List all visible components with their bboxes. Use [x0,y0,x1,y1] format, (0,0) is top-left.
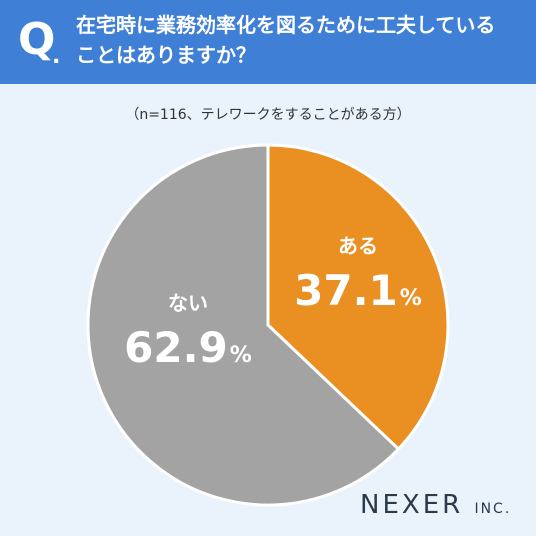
question-line-1: 在宅時に業務効率化を図るために工夫している [76,13,496,37]
sample-note: （n=116、テレワークをすることがある方） [125,107,411,123]
slice-value-yes-unit: % [400,286,422,311]
slice-value-no-number: 62.9 [124,323,228,372]
brand-suffix: INC. [474,501,512,517]
slice-label-yes: ある [338,234,378,258]
pie-slice-no [86,143,401,507]
q-mark: Q [18,14,56,65]
q-dot: . [52,44,61,69]
question-text: 在宅時に業務効率化を図るために工夫している ことはありますか？ [76,10,526,70]
question-line-2: ことはありますか？ [76,43,256,67]
slice-value-no-unit: % [230,343,252,368]
slice-value-yes-number: 37.1 [294,266,398,315]
brand-name: NEXER [360,490,464,520]
slice-label-no: ない [168,291,208,315]
slice-value-no: 62.9% [124,323,252,372]
brand-logo: NEXER INC. [360,490,511,520]
pie-slice-yes [266,143,450,452]
slice-value-yes: 37.1% [294,266,422,315]
question-header: Q . 在宅時に業務効率化を図るために工夫している ことはありますか？ [0,0,536,84]
